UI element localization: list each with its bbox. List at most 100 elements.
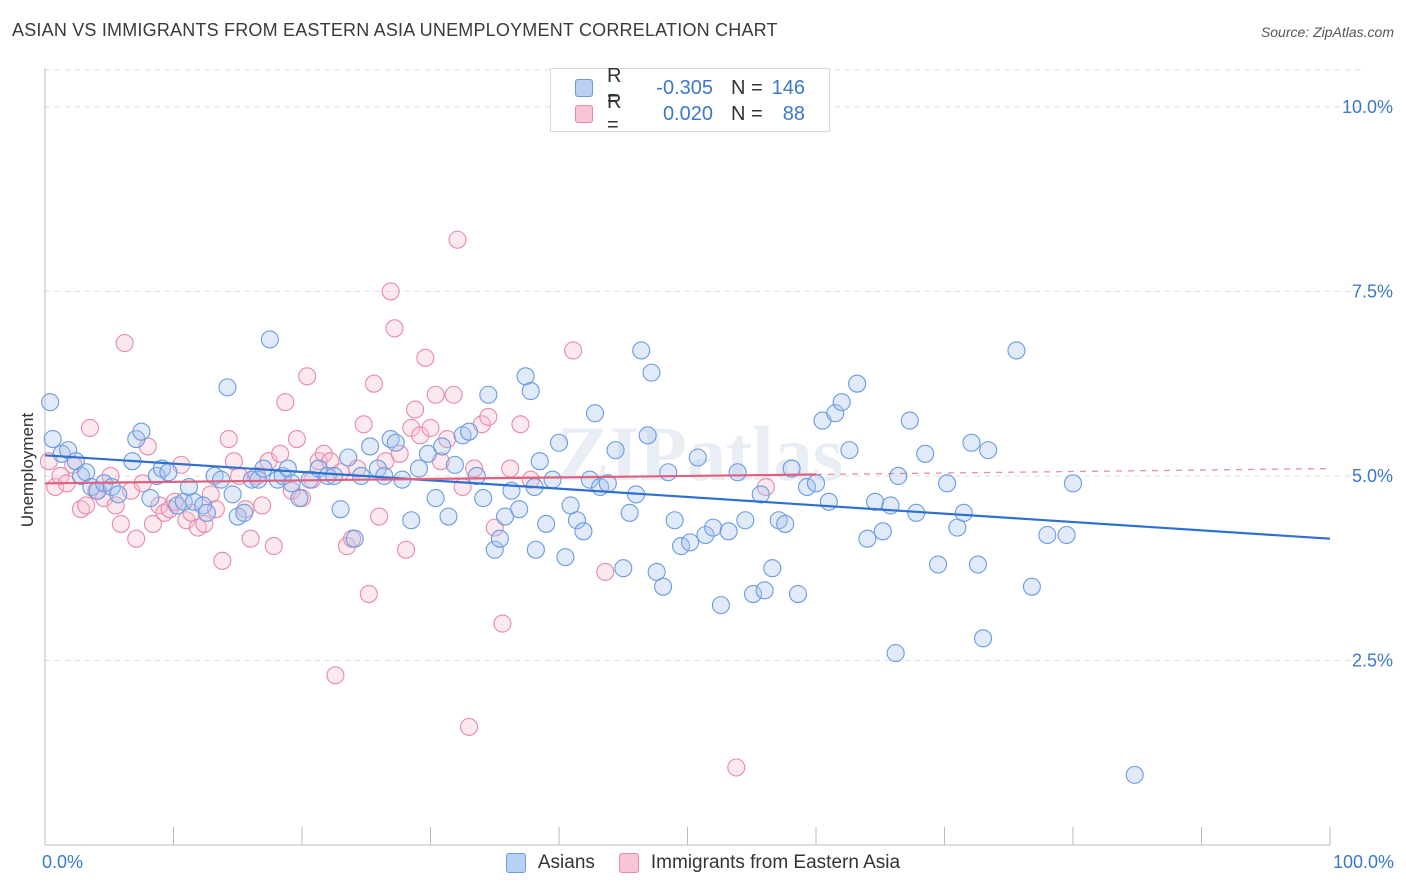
data-point [719, 522, 738, 541]
data-point [325, 466, 344, 486]
legend-n-label: N = [731, 76, 763, 99]
data-point [290, 489, 309, 508]
legend-r-value: -0.305 [656, 76, 713, 99]
data-point [1063, 474, 1083, 493]
data-point [411, 426, 430, 445]
data-point [848, 374, 867, 393]
data-point [467, 466, 486, 486]
data-point [1125, 765, 1144, 784]
data-point [445, 455, 464, 474]
data-point [433, 437, 452, 456]
data-point [479, 407, 498, 426]
chart-title: ASIAN VS IMMIGRANTS FROM EASTERN ASIA UN… [12, 20, 778, 40]
data-point [788, 584, 808, 604]
data-point [606, 441, 625, 460]
data-point [840, 441, 859, 460]
data-point [448, 230, 467, 249]
data-point [278, 459, 297, 478]
data-point [763, 559, 782, 578]
data-point [282, 481, 301, 500]
data-point [141, 489, 160, 508]
data-point [797, 477, 817, 497]
data-point [359, 584, 378, 604]
data-point [465, 459, 484, 478]
legend-r-label: R = [607, 65, 622, 110]
data-point [51, 466, 70, 486]
source-label: Source: ZipAtlas.com [1260, 24, 1394, 40]
legend-swatch-asians [575, 79, 593, 97]
data-point [390, 444, 409, 463]
data-point [728, 463, 747, 482]
data-point [696, 525, 715, 545]
data-point [287, 429, 306, 449]
data-point [241, 529, 260, 548]
data-point [510, 500, 529, 519]
data-point [370, 507, 389, 526]
data-point [954, 503, 973, 522]
data-point [426, 385, 445, 404]
series-legend-asians[interactable]: Asians [505, 852, 595, 874]
data-point [276, 393, 295, 412]
data-point [106, 496, 125, 515]
data-point [574, 522, 593, 541]
data-point [1022, 577, 1041, 596]
data-point [485, 518, 504, 537]
data-point [929, 555, 948, 574]
data-point [806, 474, 826, 493]
data-point [185, 492, 204, 511]
data-point [916, 444, 935, 463]
data-point [223, 485, 242, 504]
data-point [132, 422, 151, 441]
data-point [585, 404, 605, 423]
data-point [127, 529, 146, 548]
y-tick-label: 5.0% [1352, 466, 1393, 486]
data-point [654, 577, 673, 596]
data-point [235, 503, 254, 522]
data-point [495, 507, 515, 526]
data-point [1057, 525, 1076, 545]
data-point [596, 562, 615, 581]
data-point [282, 474, 301, 493]
data-point [459, 422, 479, 441]
data-point [490, 529, 509, 548]
series-swatch-asians [505, 853, 526, 873]
grid-lines [45, 69, 1366, 661]
x-tick-left: 0.0% [42, 852, 84, 872]
data-point [143, 514, 162, 533]
data-point [688, 448, 707, 467]
data-point [345, 529, 364, 548]
data-point [474, 489, 493, 508]
data-point [979, 441, 998, 460]
asians-trend-line [44, 454, 1331, 540]
data-point [659, 463, 678, 482]
data-point [416, 348, 435, 367]
series-label-immigrants: Immigrants from Eastern Asia [650, 852, 901, 873]
y-tick-label: 2.5% [1352, 650, 1393, 670]
watermark: ZIPatlas [557, 410, 843, 497]
data-point [439, 507, 458, 526]
legend-r-value: 0.020 [662, 102, 713, 125]
data-point [402, 511, 421, 530]
data-point [385, 319, 404, 338]
data-point [43, 429, 62, 449]
y-axis-label: Unemployment [18, 412, 37, 528]
data-point [704, 518, 723, 537]
data-point [213, 551, 232, 570]
immigrants-trend-line [44, 473, 817, 485]
trend-lines [44, 454, 1331, 540]
data-point [211, 470, 231, 489]
series-legend-immigrants[interactable]: Immigrants from Eastern Asia [618, 852, 901, 874]
axes [44, 68, 1331, 846]
legend-n-value: 88 [782, 102, 805, 125]
data-point [681, 533, 700, 552]
data-point [665, 511, 684, 530]
data-point [219, 429, 238, 449]
data-point [1038, 525, 1057, 545]
data-point [873, 522, 892, 541]
data-point [409, 459, 428, 478]
data-point [819, 492, 838, 511]
correlation-legend: R = -0.305 N = 146 R = 0.020 N = 88 [550, 65, 830, 136]
series-legend: Asians Immigrants from Eastern Asia [0, 852, 1406, 874]
data-point [459, 717, 479, 736]
